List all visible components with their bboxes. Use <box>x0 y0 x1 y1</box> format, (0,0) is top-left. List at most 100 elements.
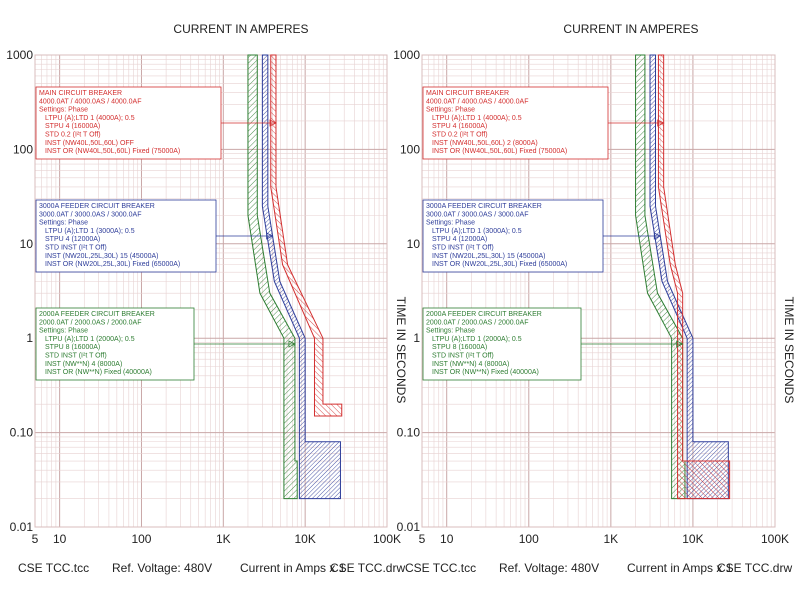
annotation-line: LTPU (A);LTD 1 (4000A); 0.5 <box>432 115 522 122</box>
annotation-line: INST OR (NW40L,50L,60L) Fixed (75000A) <box>45 148 180 155</box>
tcc-band-2000a-feeder <box>247 54 298 500</box>
annotation-arrowhead <box>657 119 665 127</box>
annotation-line: 3000A FEEDER CIRCUIT BREAKER <box>426 203 542 210</box>
annotation-line: Settings: Phase <box>39 107 88 114</box>
annotation-line: INST OR (NW20L,25L,30L) Fixed (65000A) <box>45 261 180 268</box>
annotation-line: STD INST (I²t T Off) <box>45 245 107 252</box>
annotation-line: Settings: Phase <box>426 107 475 114</box>
annotation-line: 2000.0AT / 2000.0AS / 2000.0AF <box>426 319 528 326</box>
x-tick-label: 10K <box>682 532 703 546</box>
annotation-line: STD INST (I²t T Off) <box>432 353 494 360</box>
y-tick-label: 100 <box>13 142 33 156</box>
annotation-arrowhead <box>676 340 684 348</box>
annotation-arrowhead <box>288 340 296 348</box>
y-tick-label: 1000 <box>6 48 33 62</box>
annotation-line: INST OR (NW**N) Fixed (40000A) <box>432 369 539 376</box>
footer-label: Ref. Voltage: 480V <box>112 561 212 575</box>
annotation-frame <box>35 86 222 160</box>
y-tick-label: 10 <box>407 237 421 251</box>
annotation-line: INST OR (NW40L,50L,60L) Fixed (75000A) <box>432 148 567 155</box>
annotation-line: STPU 4 (12000A) <box>45 236 100 243</box>
chart-title: CURRENT IN AMPERES <box>563 22 698 36</box>
x-tick-label: 1K <box>604 532 619 546</box>
annotation-line: 2000A FEEDER CIRCUIT BREAKER <box>39 311 155 318</box>
annotation-line: LTPU (A);LTD 1 (3000A); 0.5 <box>432 228 522 235</box>
annotation-arrowhead <box>269 119 277 127</box>
annotation-frame <box>422 199 604 273</box>
annotation-line: 3000A FEEDER CIRCUIT BREAKER <box>39 203 155 210</box>
y-tick-label: 1 <box>413 331 420 345</box>
tcc-chart-2: CURRENT IN AMPERES 0.01 0.10 1 10 100 1000 5 10 1… <box>393 22 796 575</box>
annotation-line: INST OR (NW**N) Fixed (40000A) <box>45 369 152 376</box>
x-tick-label: 5 <box>419 532 426 546</box>
annotation-line: 4000.0AT / 4000.0AS / 4000.0AF <box>39 98 141 105</box>
annotation-frame <box>35 307 195 381</box>
annotation-line: LTPU (A);LTD 1 (2000A); 0.5 <box>432 336 522 343</box>
annotation-line: 2000A FEEDER CIRCUIT BREAKER <box>426 311 542 318</box>
annotation-line: INST OR (NW20L,25L,30L) Fixed (65000A) <box>432 261 567 268</box>
y-tick-label: 0.01 <box>10 520 34 534</box>
annotation-line: MAIN CIRCUIT BREAKER <box>39 90 122 97</box>
chart-title: CURRENT IN AMPERES <box>173 22 308 36</box>
y-axis-title: TIME IN SECONDS <box>394 297 408 404</box>
plot-frame <box>421 54 776 528</box>
annotation-line: MAIN CIRCUIT BREAKER <box>426 90 509 97</box>
annotation-frame <box>422 86 609 160</box>
y-tick-label: 1 <box>26 331 33 345</box>
annotation-line: STPU 4 (12000A) <box>432 236 487 243</box>
annotation-frame <box>422 307 582 381</box>
footer-label: Current in Amps x 1 <box>240 561 346 575</box>
footer-label: Ref. Voltage: 480V <box>499 561 599 575</box>
tcc-chart-1: CURRENT IN AMPERES 0.01 0.10 1 10 100 1000 5 10 1… <box>6 22 408 575</box>
annotation-line: LTPU (A);LTD 1 (4000A); 0.5 <box>45 115 135 122</box>
tcc-band-3000a-feeder <box>261 54 341 500</box>
annotation-line: STD INST (I²t T Off) <box>45 353 107 360</box>
annotation-line: 3000.0AT / 3000.0AS / 3000.0AF <box>39 211 141 218</box>
annotation-arrowhead <box>266 232 274 240</box>
y-tick-label: 1000 <box>393 48 420 62</box>
annotation-line: 3000.0AT / 3000.0AS / 3000.0AF <box>426 211 528 218</box>
tcc-band-main <box>270 54 343 417</box>
annotation-line: Settings: Phase <box>39 328 88 335</box>
annotation-line: LTPU (A);LTD 1 (3000A); 0.5 <box>45 228 135 235</box>
annotation-line: 4000.0AT / 4000.0AS / 4000.0AF <box>426 98 528 105</box>
annotation-line: 2000.0AT / 2000.0AS / 2000.0AF <box>39 319 141 326</box>
annotation-line: Settings: Phase <box>426 220 475 227</box>
footer-label: Current in Amps x 1 <box>627 561 733 575</box>
x-tick-label: 10 <box>440 532 454 546</box>
tcc-band-3000a-feeder <box>649 54 729 500</box>
annotation-line: INST (NW**N) 4 (8000A) <box>45 361 122 368</box>
annotation-line: Settings: Phase <box>39 220 88 227</box>
annotation-line: STPU 4 (16000A) <box>45 123 100 130</box>
tcc-band-main <box>657 54 731 500</box>
annotation-line: INST (NW40L,50L,60L) OFF <box>45 140 134 147</box>
footer-label: CSE TCC.tcc <box>405 561 476 575</box>
annotation-line: INST (NW**N) 4 (8000A) <box>432 361 509 368</box>
annotation-line: STPU 8 (16000A) <box>432 344 487 351</box>
y-tick-label: 0.01 <box>397 520 421 534</box>
annotation-arrowhead <box>653 232 662 240</box>
annotation-line: STPU 8 (16000A) <box>45 344 100 351</box>
footer-label: CSE TCC.tcc <box>18 561 89 575</box>
annotation-line: Settings: Phase <box>426 328 475 335</box>
y-tick-label: 0.10 <box>397 426 421 440</box>
annotation-frame <box>35 199 217 273</box>
x-tick-label: 100K <box>761 532 789 546</box>
annotation-line: STPU 4 (16000A) <box>432 123 487 130</box>
x-tick-label: 100 <box>519 532 539 546</box>
x-tick-label: 10K <box>294 532 315 546</box>
y-axis-title: TIME IN SECONDS <box>782 297 796 404</box>
x-tick-label: 1K <box>216 532 231 546</box>
annotation-line: STD INST (I²t T Off) <box>432 245 494 252</box>
y-tick-label: 0.10 <box>10 426 34 440</box>
x-tick-label: 10 <box>53 532 67 546</box>
footer-label: CSE TCC.drw <box>330 561 405 575</box>
annotation-line: LTPU (A);LTD 1 (2000A); 0.5 <box>45 336 135 343</box>
